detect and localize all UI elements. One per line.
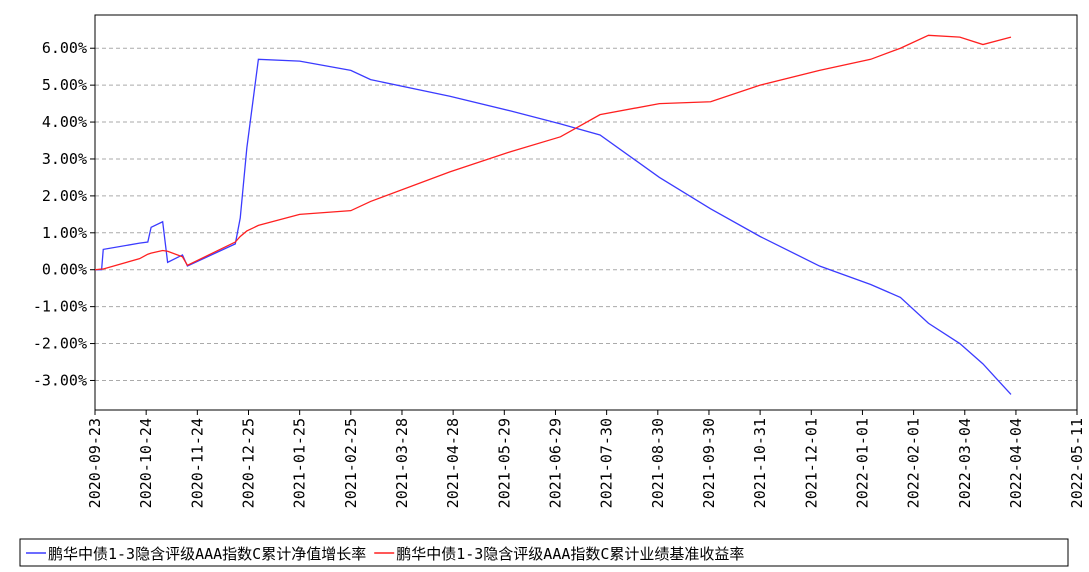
- x-tick-label: 2022-03-04: [956, 418, 974, 508]
- x-tick-label: 2021-07-30: [598, 418, 616, 508]
- x-tick-label: 2020-11-24: [188, 418, 206, 508]
- plot-frame: [94, 14, 1078, 411]
- x-tick-label: 2022-05-11: [1068, 418, 1086, 508]
- y-tick-label: -1.00%: [33, 298, 87, 316]
- x-tick-label: 2020-09-23: [86, 418, 104, 508]
- y-tick-label: 1.00%: [42, 224, 87, 242]
- y-tick-label: 3.00%: [42, 150, 87, 168]
- line-series: [95, 58, 1012, 395]
- y-tick-label: -3.00%: [33, 371, 87, 389]
- x-tick-label: 2022-01-01: [853, 418, 871, 508]
- x-tick-label: 2022-04-04: [1007, 418, 1025, 508]
- x-tick-label: 2021-03-28: [393, 418, 411, 508]
- y-tick-label: 4.00%: [42, 113, 87, 131]
- y-tick-label: 6.00%: [42, 39, 87, 57]
- x-tick-label: 2021-05-29: [495, 418, 513, 508]
- y-tick-label: -2.00%: [33, 335, 87, 353]
- x-tick-label: 2021-08-30: [649, 418, 667, 508]
- legend-label: 鹏华中债1-3隐含评级AAA指数C累计业绩基准收益率: [396, 545, 744, 563]
- y-tick-label: 5.00%: [42, 76, 87, 94]
- legend-label: 鹏华中债1-3隐含评级AAA指数C累计净值增长率: [48, 545, 366, 563]
- x-tick-label: 2021-09-30: [700, 418, 718, 508]
- x-tick-label: 2021-02-25: [342, 418, 360, 508]
- x-tick-label: 2020-10-24: [137, 418, 155, 508]
- y-tick-label: 2.00%: [42, 187, 87, 205]
- x-tick-label: 2021-12-01: [802, 418, 820, 508]
- x-tick-label: 2021-04-28: [444, 418, 462, 508]
- x-tick-label: 2020-12-25: [239, 418, 257, 508]
- line-series: [94, 34, 1012, 271]
- x-tick-label: 2021-01-25: [291, 418, 309, 508]
- legend-box: [19, 538, 1069, 567]
- x-tick-label: 2021-10-31: [751, 418, 769, 508]
- x-tick-label: 2021-06-29: [546, 418, 564, 508]
- y-tick-label: 0.00%: [42, 261, 87, 279]
- x-tick-label: 2022-02-01: [905, 418, 923, 508]
